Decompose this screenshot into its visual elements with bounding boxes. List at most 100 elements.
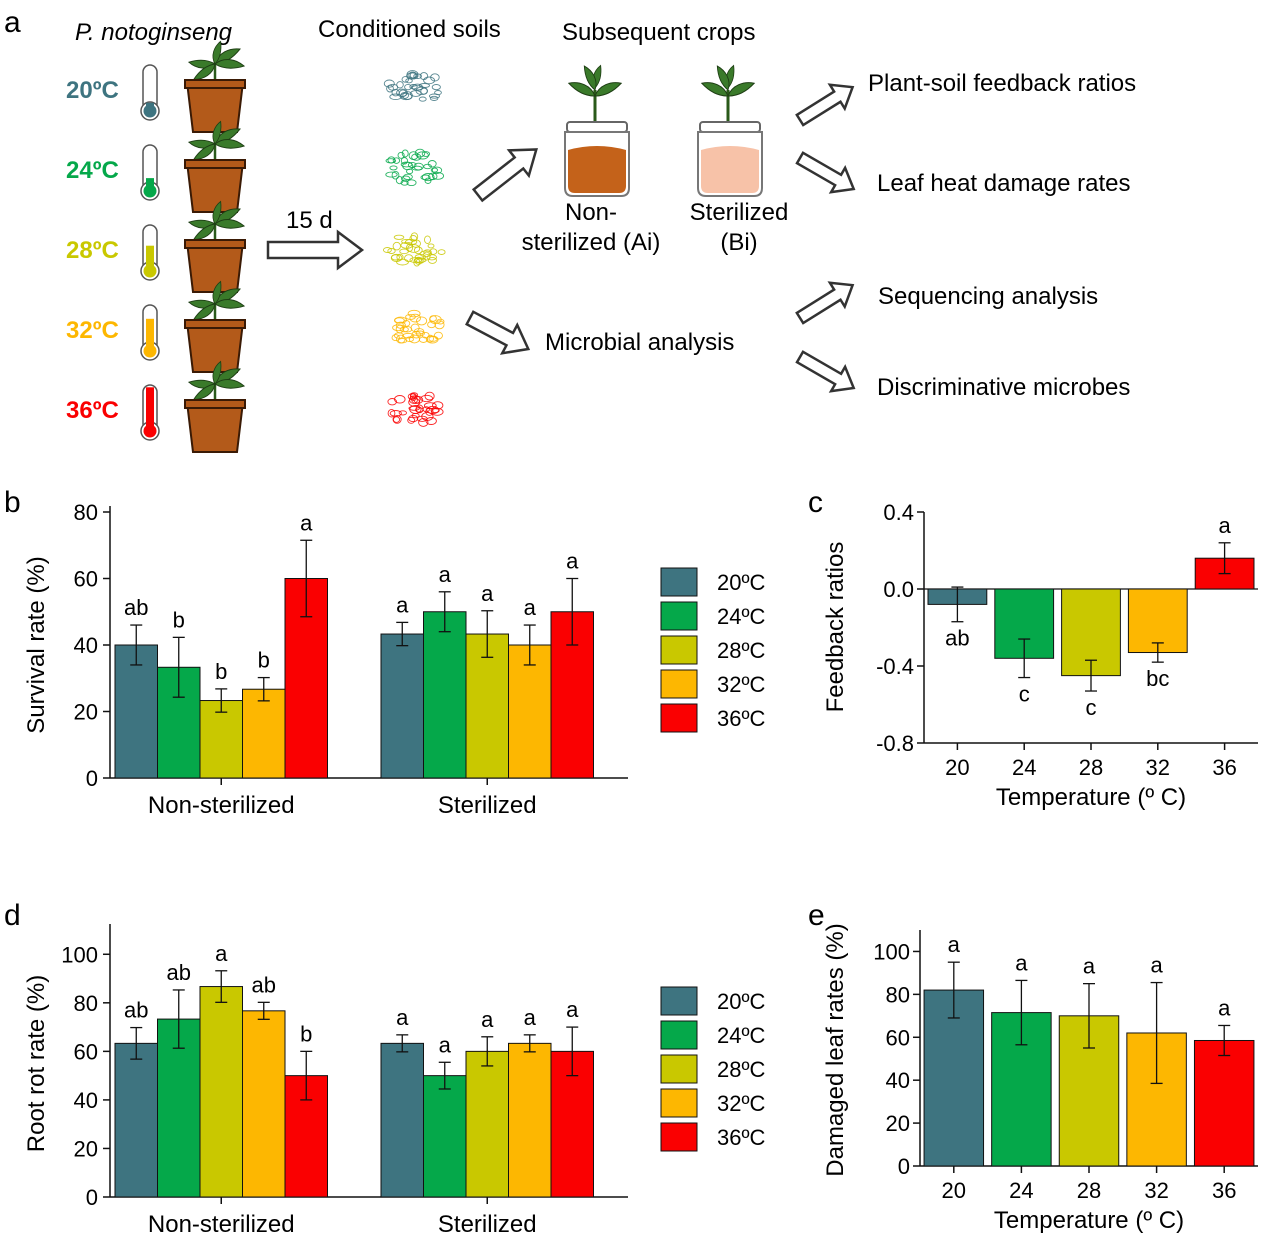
bar xyxy=(242,688,286,779)
thermometer-icon xyxy=(140,64,160,121)
soil-icon xyxy=(383,70,442,102)
x-tick-label: Sterilized xyxy=(438,1211,537,1238)
significance-letter: bc xyxy=(1146,666,1169,691)
nonsterilized-line1: Non- xyxy=(565,199,617,226)
bar xyxy=(242,1010,286,1198)
temperature-label: 28ºC xyxy=(66,237,119,264)
arrow-icon xyxy=(795,83,855,127)
x-tick-label: 20 xyxy=(942,1178,966,1203)
thermometer-icon xyxy=(140,384,160,441)
significance-letter: b xyxy=(173,607,185,632)
significance-letter: a xyxy=(524,1005,537,1030)
significance-letter: a xyxy=(439,1032,452,1057)
significance-letter: a xyxy=(481,1007,494,1032)
arrow-icon xyxy=(266,229,365,271)
sterilized-line1: Sterilized xyxy=(690,199,789,226)
chart-feedback-ratios: -0.8 -0.4 0.0 0.4 20 ab 24 c 28 c 32 bc 36 a Temperatu… xyxy=(822,500,1258,811)
legend-swatch xyxy=(660,1122,698,1152)
conditioned-soils-title: Conditioned soils xyxy=(318,16,501,43)
y-tick-label: 40 xyxy=(886,1068,910,1093)
temperature-label: 36ºC xyxy=(66,397,119,424)
plant-title: P. notoginseng xyxy=(75,19,233,46)
significance-letter: b xyxy=(215,659,227,684)
potted-plant-icon xyxy=(184,280,246,373)
legend-swatch xyxy=(660,567,698,597)
bar xyxy=(114,1042,158,1198)
temperature-label: 20ºC xyxy=(66,77,119,104)
thermometer-icon xyxy=(140,304,160,361)
x-tick-label: 32 xyxy=(1146,755,1170,780)
thermometer-icon xyxy=(140,224,160,281)
chart-damaged-leaf-rates: 0 20 40 60 80 100 20 a 24 a 28 a 32 a 36 a Temperature (… xyxy=(822,923,1258,1234)
temperature-label: 32ºC xyxy=(66,317,119,344)
legend-swatch xyxy=(660,669,698,699)
legend-swatch xyxy=(660,635,698,665)
thermometer-icon xyxy=(140,144,160,201)
soil-nonsterilized xyxy=(568,146,626,193)
x-tick-label: 28 xyxy=(1077,1178,1101,1203)
y-tick-label: 0 xyxy=(86,766,98,791)
legend-swatch xyxy=(660,703,698,733)
soil-icon xyxy=(382,232,446,267)
temperature-rows: 20ºC 24ºC 28ºC 32ºC 36ºC xyxy=(66,40,246,453)
y-tick-label: 80 xyxy=(74,991,98,1016)
significance-letter: a xyxy=(300,510,313,535)
legend-swatch xyxy=(660,986,698,1016)
soil-icon xyxy=(387,391,444,427)
significance-letter: a xyxy=(566,549,579,574)
bar xyxy=(465,1050,509,1198)
y-tick-label: 60 xyxy=(74,567,98,592)
significance-letter: c xyxy=(1019,682,1030,707)
bar xyxy=(923,989,985,1167)
arrow-icon xyxy=(795,151,856,194)
x-tick-label: 36 xyxy=(1212,1178,1236,1203)
y-tick-label: 100 xyxy=(873,939,910,964)
significance-letter: a xyxy=(1083,954,1096,979)
significance-letter: ab xyxy=(252,972,276,997)
bar xyxy=(508,1042,552,1198)
panel-b-label: b xyxy=(4,486,21,519)
significance-letter: a xyxy=(566,997,579,1022)
conditioned-soil-piles xyxy=(382,70,446,427)
panel-e-label: e xyxy=(808,899,825,932)
soil-icon xyxy=(391,309,445,344)
y-tick-label: 0 xyxy=(898,1154,910,1179)
panel-a-label: a xyxy=(4,6,21,39)
significance-letter: a xyxy=(439,562,452,587)
legend-swatch xyxy=(660,601,698,631)
potted-plant-icon xyxy=(184,120,246,213)
output-leaf-heat-damage: Leaf heat damage rates xyxy=(877,170,1131,197)
panel-a: a P. notoginseng Conditioned soils Subse… xyxy=(4,6,1136,453)
significance-letter: ab xyxy=(124,595,148,620)
significance-letter: b xyxy=(300,1021,312,1046)
legend-label: 24ºC xyxy=(717,604,766,629)
bar xyxy=(423,611,467,779)
legend-swatch xyxy=(660,1054,698,1084)
y-tick-label: 40 xyxy=(74,1088,98,1113)
y-tick-label: 20 xyxy=(886,1111,910,1136)
x-tick-label: 20 xyxy=(945,755,969,780)
y-tick-label: 80 xyxy=(74,500,98,525)
bar xyxy=(380,633,424,779)
sterilized-line2: (Bi) xyxy=(720,229,757,256)
y-tick-label: 0.0 xyxy=(883,577,914,602)
bar xyxy=(114,644,158,779)
x-tick-label: Non-sterilized xyxy=(148,792,295,819)
arrow-icon xyxy=(795,350,856,393)
output-sequencing: Sequencing analysis xyxy=(878,283,1098,310)
x-tick-label: Non-sterilized xyxy=(148,1211,295,1238)
y-tick-label: 0.4 xyxy=(883,500,914,525)
jar-plant-icon xyxy=(564,64,630,197)
significance-letter: a xyxy=(481,581,494,606)
significance-letter: a xyxy=(215,941,228,966)
output-discriminative-microbes: Discriminative microbes xyxy=(877,374,1130,401)
x-tick-label: 36 xyxy=(1212,755,1236,780)
x-tick-label: 28 xyxy=(1079,755,1103,780)
y-tick-label: 60 xyxy=(74,1039,98,1064)
significance-letter: c xyxy=(1086,695,1097,720)
significance-letter: a xyxy=(1150,953,1163,978)
days-label: 15 d xyxy=(286,207,333,234)
